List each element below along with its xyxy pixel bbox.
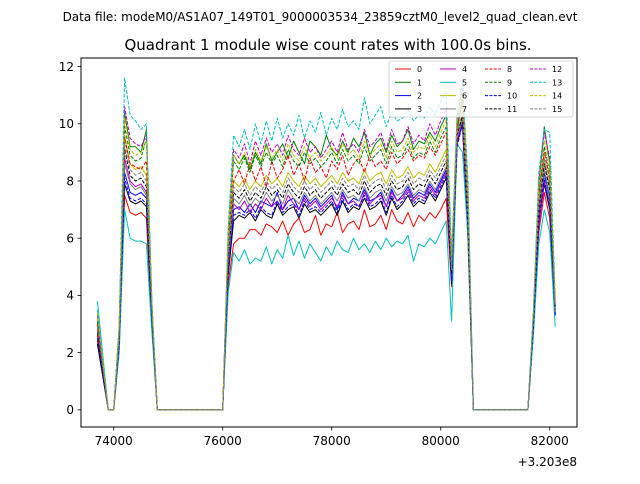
y-axis: 0 2 4 6 8 10 12 xyxy=(59,60,81,417)
y-tick-label: 10 xyxy=(59,117,74,131)
chart-title: Quadrant 1 module wise count rates with … xyxy=(124,36,531,54)
x-tick-label: 74000 xyxy=(95,434,133,448)
series-line-14 xyxy=(96,91,556,411)
legend-label-9: 9 xyxy=(507,78,512,87)
series-line-9 xyxy=(96,94,556,411)
legend-label-6: 6 xyxy=(462,92,467,101)
legend-label-0: 0 xyxy=(417,65,422,74)
legend-label-2: 2 xyxy=(417,92,422,101)
legend-label-14: 14 xyxy=(552,92,562,101)
series-line-11 xyxy=(96,114,556,411)
legend-frame xyxy=(388,60,574,118)
series-line-4 xyxy=(96,120,556,411)
legend-label-3: 3 xyxy=(417,105,422,114)
legend-label-10: 10 xyxy=(507,92,517,101)
legend-label-11: 11 xyxy=(507,105,517,114)
series-line-8 xyxy=(96,97,556,411)
series-line-15 xyxy=(96,111,556,411)
legend-label-8: 8 xyxy=(507,65,512,74)
x-offset-label: +3.203e8 xyxy=(518,455,577,469)
series-line-1 xyxy=(96,100,556,411)
series-line-10 xyxy=(96,123,556,411)
y-tick-label: 12 xyxy=(59,60,74,74)
y-tick-label: 2 xyxy=(66,346,74,360)
legend-label-4: 4 xyxy=(462,65,467,74)
series-line-5 xyxy=(96,143,556,411)
legend-label-13: 13 xyxy=(552,78,562,87)
legend-label-5: 5 xyxy=(462,78,467,87)
legend-label-1: 1 xyxy=(417,78,422,87)
legend-label-7: 7 xyxy=(462,105,467,114)
series-line-6 xyxy=(96,111,556,411)
figure-suptitle: Data file: modeM0/AS1A07_149T01_90000035… xyxy=(63,10,578,24)
series-line-2 xyxy=(96,117,556,411)
y-tick-label: 6 xyxy=(66,232,74,246)
series-line-0 xyxy=(96,126,556,411)
series-line-12 xyxy=(96,86,556,411)
x-tick-label: 78000 xyxy=(313,434,351,448)
series-line-7 xyxy=(96,117,556,411)
x-tick-label: 82000 xyxy=(531,434,569,448)
y-tick-label: 4 xyxy=(66,289,74,303)
legend-label-15: 15 xyxy=(552,105,562,114)
x-axis: 74000 76000 78000 80000 82000 xyxy=(95,427,569,448)
series-line-3 xyxy=(96,123,556,411)
series-layer xyxy=(96,77,556,411)
y-tick-label: 8 xyxy=(66,174,74,188)
axes-frame xyxy=(80,57,578,428)
x-tick-label: 76000 xyxy=(204,434,242,448)
legend-label-12: 12 xyxy=(552,65,562,74)
y-tick-label: 0 xyxy=(66,403,74,417)
series-line-13 xyxy=(96,77,556,411)
x-tick-label: 80000 xyxy=(422,434,460,448)
